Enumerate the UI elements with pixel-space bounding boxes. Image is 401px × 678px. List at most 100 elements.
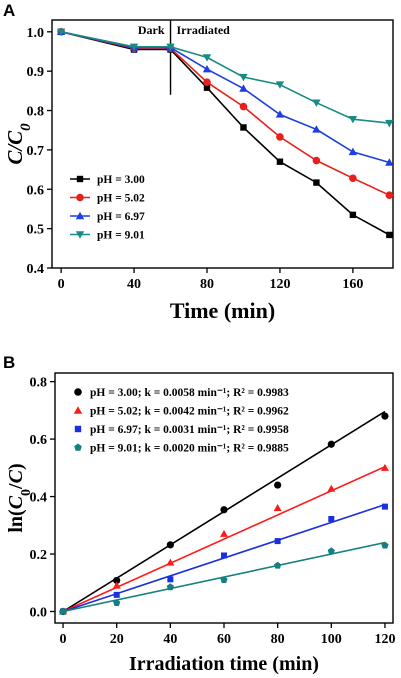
legend-marker-a <box>76 193 84 202</box>
legend-label-b: pH = 6.97; k = 0.0031 min⁻¹; R² = 0.9958 <box>90 424 289 436</box>
data-point-a <box>312 156 321 165</box>
data-point-b <box>381 503 388 510</box>
panel-a-label: A <box>3 1 15 20</box>
data-point-a <box>313 179 320 186</box>
plot-frame-a <box>51 19 394 269</box>
data-point-a <box>385 191 394 199</box>
fit-line-b-1 <box>62 465 386 613</box>
data-point-b <box>220 529 228 537</box>
x-tick-label-a: 160 <box>342 277 363 292</box>
data-point-a <box>240 124 247 131</box>
data-point-a <box>348 116 358 124</box>
data-point-a <box>166 43 175 51</box>
legend-label-a: pH = 5.02 <box>97 193 145 205</box>
data-point-a <box>349 211 357 219</box>
series-line-a-3 <box>60 31 390 124</box>
data-point-b <box>327 547 335 555</box>
y-tick-label-b: 0.6 <box>30 433 48 448</box>
legend-label-b: pH = 5.02; k = 0.0042 min⁻¹; R² = 0.9962 <box>90 406 289 418</box>
chart-a: 0 40 80 120 160 0.4 0.5 0.6 0.7 0.8 0.9 1.0 Dark Irra… <box>3 19 394 323</box>
data-point-a <box>239 73 248 82</box>
legend-label-b: pH = 9.01; k = 0.0020 min⁻¹; R² = 0.9885 <box>90 443 289 455</box>
legend-marker-b <box>74 425 82 433</box>
data-point-b <box>220 576 228 583</box>
legend-marker-a <box>76 175 84 183</box>
series-line-a-2 <box>60 31 390 164</box>
legend-marker-b <box>74 443 82 451</box>
panel-b-label: B <box>3 353 15 372</box>
data-point-b <box>274 481 282 489</box>
legend-marker-b <box>73 406 83 414</box>
data-point-a <box>276 158 284 165</box>
data-point-b <box>327 440 335 448</box>
legend-label-b: pH = 3.00; k = 0.0058 min⁻¹; R² = 0.9983 <box>90 387 289 399</box>
data-point-a <box>239 84 248 92</box>
y-tick-label-a: 0.7 <box>27 144 45 159</box>
data-point-a <box>348 147 358 156</box>
data-point-b <box>167 576 174 583</box>
y-tick-label-a: 0.5 <box>27 223 45 238</box>
y-tick-label-b: 0.8 <box>30 376 48 391</box>
legend-marker-a <box>75 231 85 239</box>
data-point-b <box>381 412 389 420</box>
data-point-a <box>129 43 139 51</box>
data-point-a <box>386 231 393 239</box>
y-tick-label-a: 1.0 <box>27 26 45 41</box>
data-point-a <box>203 78 211 86</box>
data-point-a <box>312 125 321 133</box>
x-tick-label-a: 80 <box>200 277 214 292</box>
data-point-a <box>203 84 211 91</box>
data-point-a <box>349 174 357 183</box>
data-point-a <box>275 81 285 89</box>
data-point-b <box>113 576 121 585</box>
y-tick-label-a: 0.8 <box>27 105 45 120</box>
data-point-b <box>221 552 227 559</box>
annotation-dark: Dark <box>138 23 165 37</box>
data-point-b <box>327 484 336 492</box>
x-tick-label-a: 40 <box>127 277 141 292</box>
data-point-b <box>166 583 174 591</box>
x-tick-label-b: 40 <box>163 632 177 647</box>
x-tick-label-a: 120 <box>269 277 290 292</box>
data-point-a <box>239 102 248 111</box>
legend-marker-b <box>74 388 82 396</box>
x-tick-label-b: 0 <box>60 632 67 647</box>
y-tick-label-b: 0.4 <box>30 491 48 506</box>
x-axis-title-b: Irradiation time (min) <box>129 653 319 675</box>
x-tick-label-b: 60 <box>217 632 231 647</box>
x-tick-label-b: 120 <box>374 632 395 647</box>
y-tick-label-a: 0.9 <box>27 65 45 80</box>
legend-marker-a <box>75 211 85 220</box>
x-axis-title-a: Time (min) <box>170 298 275 323</box>
x-tick-label-b: 100 <box>321 632 342 647</box>
data-point-a <box>275 110 285 118</box>
y-tick-label-b: 0.2 <box>30 548 48 563</box>
data-point-a <box>276 133 284 141</box>
data-point-b <box>381 541 389 549</box>
data-point-b <box>113 591 120 598</box>
x-tick-label-b: 20 <box>110 632 124 647</box>
y-tick-label-a: 0.6 <box>27 183 45 198</box>
data-point-a <box>312 99 321 107</box>
data-point-a <box>385 158 394 166</box>
data-point-a <box>202 54 212 62</box>
data-point-a <box>56 28 66 37</box>
y-tick-label-a: 0.4 <box>27 262 45 277</box>
data-point-b <box>113 599 121 606</box>
data-point-a <box>202 65 212 73</box>
data-point-b <box>274 561 282 569</box>
data-point-b <box>166 541 174 549</box>
data-point-b <box>328 515 335 522</box>
legend-label-a: pH = 3.00 <box>97 174 145 186</box>
data-point-b <box>59 607 67 615</box>
data-point-b <box>220 506 228 514</box>
data-point-b <box>166 558 175 566</box>
data-point-b <box>273 504 282 512</box>
x-tick-label-b: 80 <box>271 632 285 647</box>
chart-b: 0 20 40 60 80 100 120 0.0 0.2 0.4 0.6 0.8 pH = 3.00;… <box>5 372 395 675</box>
data-point-b <box>112 581 121 589</box>
x-tick-label-a: 0 <box>58 277 65 292</box>
annotation-irradiated: Irradiated <box>177 23 231 37</box>
data-point-b <box>380 463 389 471</box>
legend-label-a: pH = 6.97 <box>97 211 145 223</box>
